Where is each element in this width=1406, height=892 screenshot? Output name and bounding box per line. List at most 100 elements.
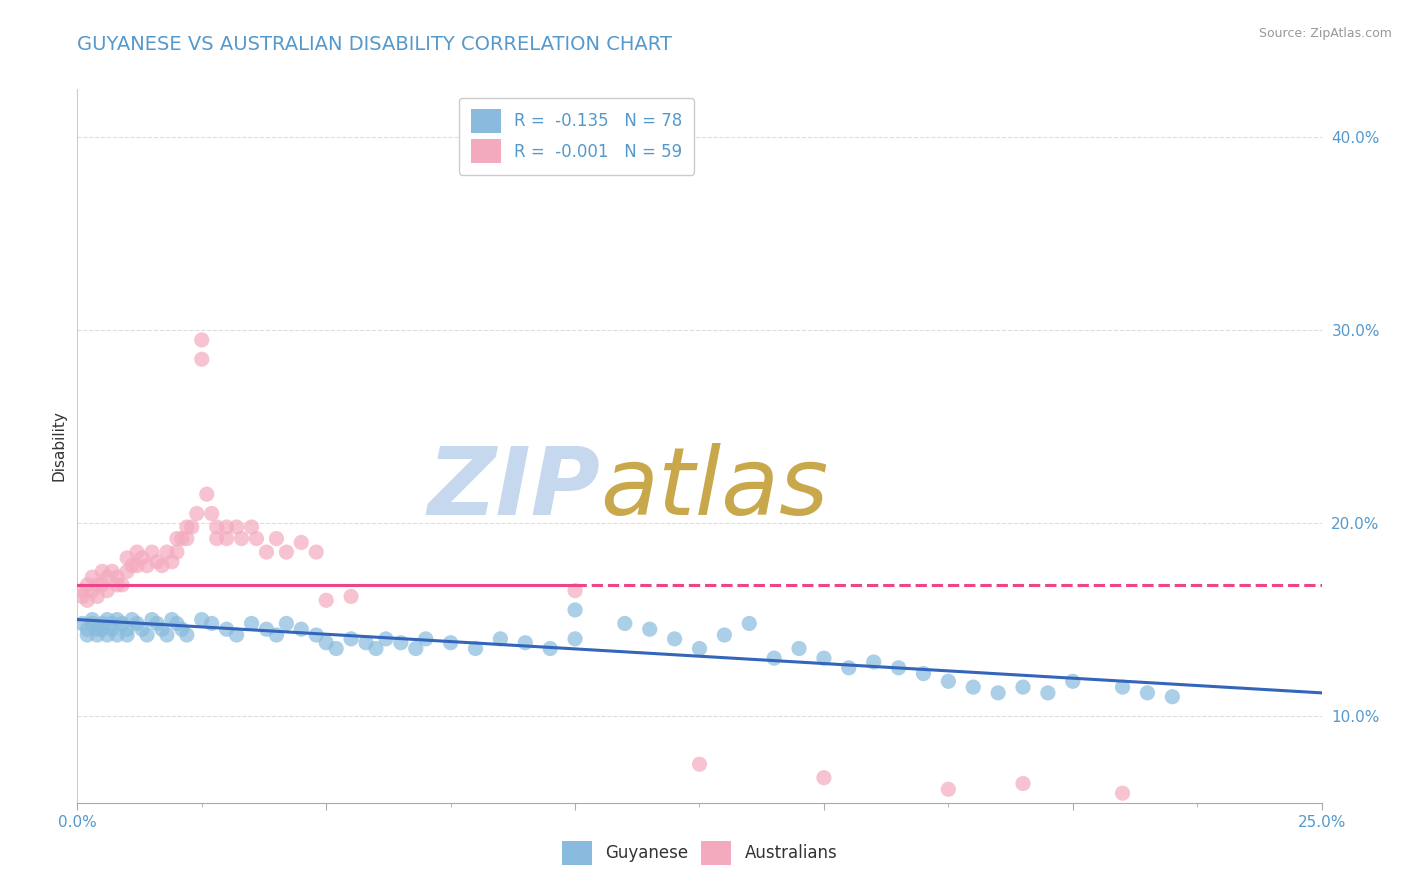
Point <box>205 520 228 534</box>
Point <box>564 632 586 646</box>
Point <box>201 507 224 521</box>
Point <box>215 532 238 546</box>
Point <box>91 565 114 579</box>
Point <box>115 622 138 636</box>
Point <box>564 583 586 598</box>
Point <box>1111 786 1133 800</box>
Point <box>664 632 686 646</box>
Point <box>96 613 118 627</box>
Point <box>141 545 163 559</box>
Point <box>96 628 118 642</box>
Point <box>131 622 153 636</box>
Point <box>86 628 108 642</box>
Point <box>82 570 104 584</box>
Point <box>515 636 537 650</box>
Point <box>121 558 143 573</box>
Point <box>101 622 124 636</box>
Point <box>290 622 312 636</box>
Text: ZIP: ZIP <box>427 442 600 535</box>
Point <box>938 782 960 797</box>
Point <box>713 628 735 642</box>
Point <box>150 558 173 573</box>
Point <box>176 628 198 642</box>
Point <box>1062 674 1084 689</box>
Point <box>787 641 810 656</box>
Point <box>125 545 148 559</box>
Point <box>160 555 183 569</box>
Text: atlas: atlas <box>600 443 828 534</box>
Point <box>205 532 228 546</box>
Point <box>256 622 278 636</box>
Point <box>1161 690 1184 704</box>
Point <box>76 593 98 607</box>
Y-axis label: Disability: Disability <box>51 410 66 482</box>
Point <box>240 520 263 534</box>
Point <box>276 616 298 631</box>
Point <box>156 628 179 642</box>
Point <box>170 532 193 546</box>
Point <box>146 555 169 569</box>
Point <box>564 603 586 617</box>
Point <box>240 616 263 631</box>
Point <box>115 565 138 579</box>
Point <box>86 578 108 592</box>
Point <box>887 661 910 675</box>
Point <box>72 616 94 631</box>
Point <box>1036 686 1059 700</box>
Point <box>166 616 188 631</box>
Point <box>156 545 179 559</box>
Point <box>166 545 188 559</box>
Point <box>1136 686 1159 700</box>
Point <box>121 613 143 627</box>
Point <box>101 565 124 579</box>
Point <box>86 622 108 636</box>
Point <box>245 532 267 546</box>
Point <box>176 520 198 534</box>
Point <box>91 578 114 592</box>
Point <box>176 532 198 546</box>
Point <box>125 616 148 631</box>
Point <box>96 583 118 598</box>
Point <box>266 628 288 642</box>
Point <box>82 583 104 598</box>
Point <box>82 616 104 631</box>
Point <box>105 570 128 584</box>
Point <box>225 628 247 642</box>
Point <box>987 686 1010 700</box>
Point <box>105 628 128 642</box>
Point <box>354 636 377 650</box>
Point <box>76 622 98 636</box>
Point <box>150 622 173 636</box>
Point <box>1111 680 1133 694</box>
Point <box>440 636 463 650</box>
Point <box>290 535 312 549</box>
Point <box>125 558 148 573</box>
Point <box>538 641 561 656</box>
Point <box>405 641 427 656</box>
Point <box>115 550 138 565</box>
Point <box>146 616 169 631</box>
Point <box>276 545 298 559</box>
Point <box>1012 680 1035 694</box>
Point <box>186 507 208 521</box>
Point <box>340 632 363 646</box>
Point <box>191 613 214 627</box>
Point <box>115 628 138 642</box>
Point <box>72 590 94 604</box>
Point <box>689 757 711 772</box>
Point <box>638 622 661 636</box>
Point <box>96 570 118 584</box>
Point <box>91 616 114 631</box>
Point <box>266 532 288 546</box>
Point <box>763 651 786 665</box>
Point <box>305 545 328 559</box>
Point <box>374 632 396 646</box>
Point <box>912 666 935 681</box>
Point <box>72 583 94 598</box>
Point <box>231 532 253 546</box>
Point <box>195 487 218 501</box>
Point <box>191 352 214 367</box>
Point <box>201 616 224 631</box>
Point <box>166 532 188 546</box>
Point <box>689 641 711 656</box>
